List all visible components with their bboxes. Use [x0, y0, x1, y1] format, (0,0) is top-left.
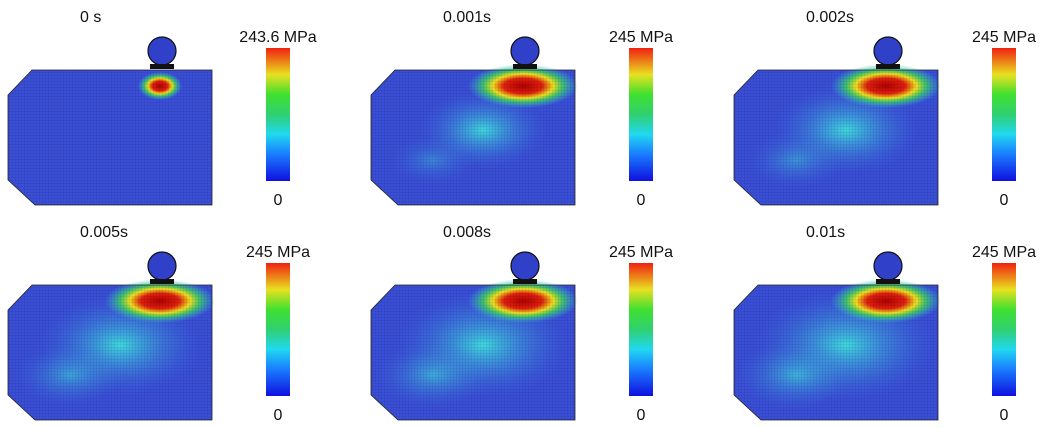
time-label: 0.008s	[443, 224, 491, 241]
colorbar-max: 243.6 MPa	[239, 29, 316, 46]
panel: 0.01s 245 MPa 0	[734, 224, 1036, 424]
colorbar-min: 0	[1000, 407, 1009, 424]
colorbar-max: 245 MPa	[972, 244, 1036, 261]
colorbar-max: 245 MPa	[972, 29, 1036, 46]
indenter	[874, 37, 902, 65]
indenter-base	[876, 64, 900, 69]
indenter	[511, 37, 539, 65]
colorbar-min: 0	[274, 407, 283, 424]
colorbar	[629, 263, 653, 396]
mesh-grid	[8, 285, 212, 420]
indenter-base	[876, 279, 900, 284]
indenter	[511, 252, 539, 280]
colorbar-max: 245 MPa	[609, 244, 673, 261]
indenter-base	[513, 279, 537, 284]
mesh-grid	[371, 70, 575, 205]
time-label: 0.01s	[806, 224, 845, 241]
colorbar-min: 0	[637, 192, 646, 209]
colorbar	[266, 48, 290, 181]
colorbar	[629, 48, 653, 181]
indenter	[148, 252, 176, 280]
panel: 0.001s 245 MPa 0	[371, 9, 673, 209]
indenter-base	[150, 279, 174, 284]
indenter-base	[513, 64, 537, 69]
mesh-grid	[8, 70, 212, 205]
figure: 0 s 243.6 MPa 0 0.001s 245 MPa 0 0.002s 245 MPa…	[0, 0, 1056, 428]
colorbar	[992, 263, 1016, 396]
colorbar-max: 245 MPa	[609, 29, 673, 46]
time-label: 0.005s	[80, 224, 128, 241]
mesh-grid	[734, 70, 938, 205]
panel: 0 s 243.6 MPa 0	[8, 9, 317, 209]
indenter	[148, 37, 176, 65]
colorbar-min: 0	[274, 192, 283, 209]
mesh-grid	[371, 285, 575, 420]
colorbar-min: 0	[637, 407, 646, 424]
panel: 0.002s 245 MPa 0	[734, 9, 1036, 209]
colorbar	[266, 263, 290, 396]
time-label: 0.002s	[806, 9, 854, 26]
colorbar-min: 0	[1000, 192, 1009, 209]
panel: 0.005s 245 MPa 0	[8, 224, 310, 424]
colorbar-max: 245 MPa	[246, 244, 310, 261]
mesh-grid	[734, 285, 938, 420]
time-label: 0 s	[80, 9, 101, 26]
panel: 0.008s 245 MPa 0	[371, 224, 673, 424]
colorbar	[992, 48, 1016, 181]
indenter	[874, 252, 902, 280]
indenter-base	[150, 64, 174, 69]
time-label: 0.001s	[443, 9, 491, 26]
